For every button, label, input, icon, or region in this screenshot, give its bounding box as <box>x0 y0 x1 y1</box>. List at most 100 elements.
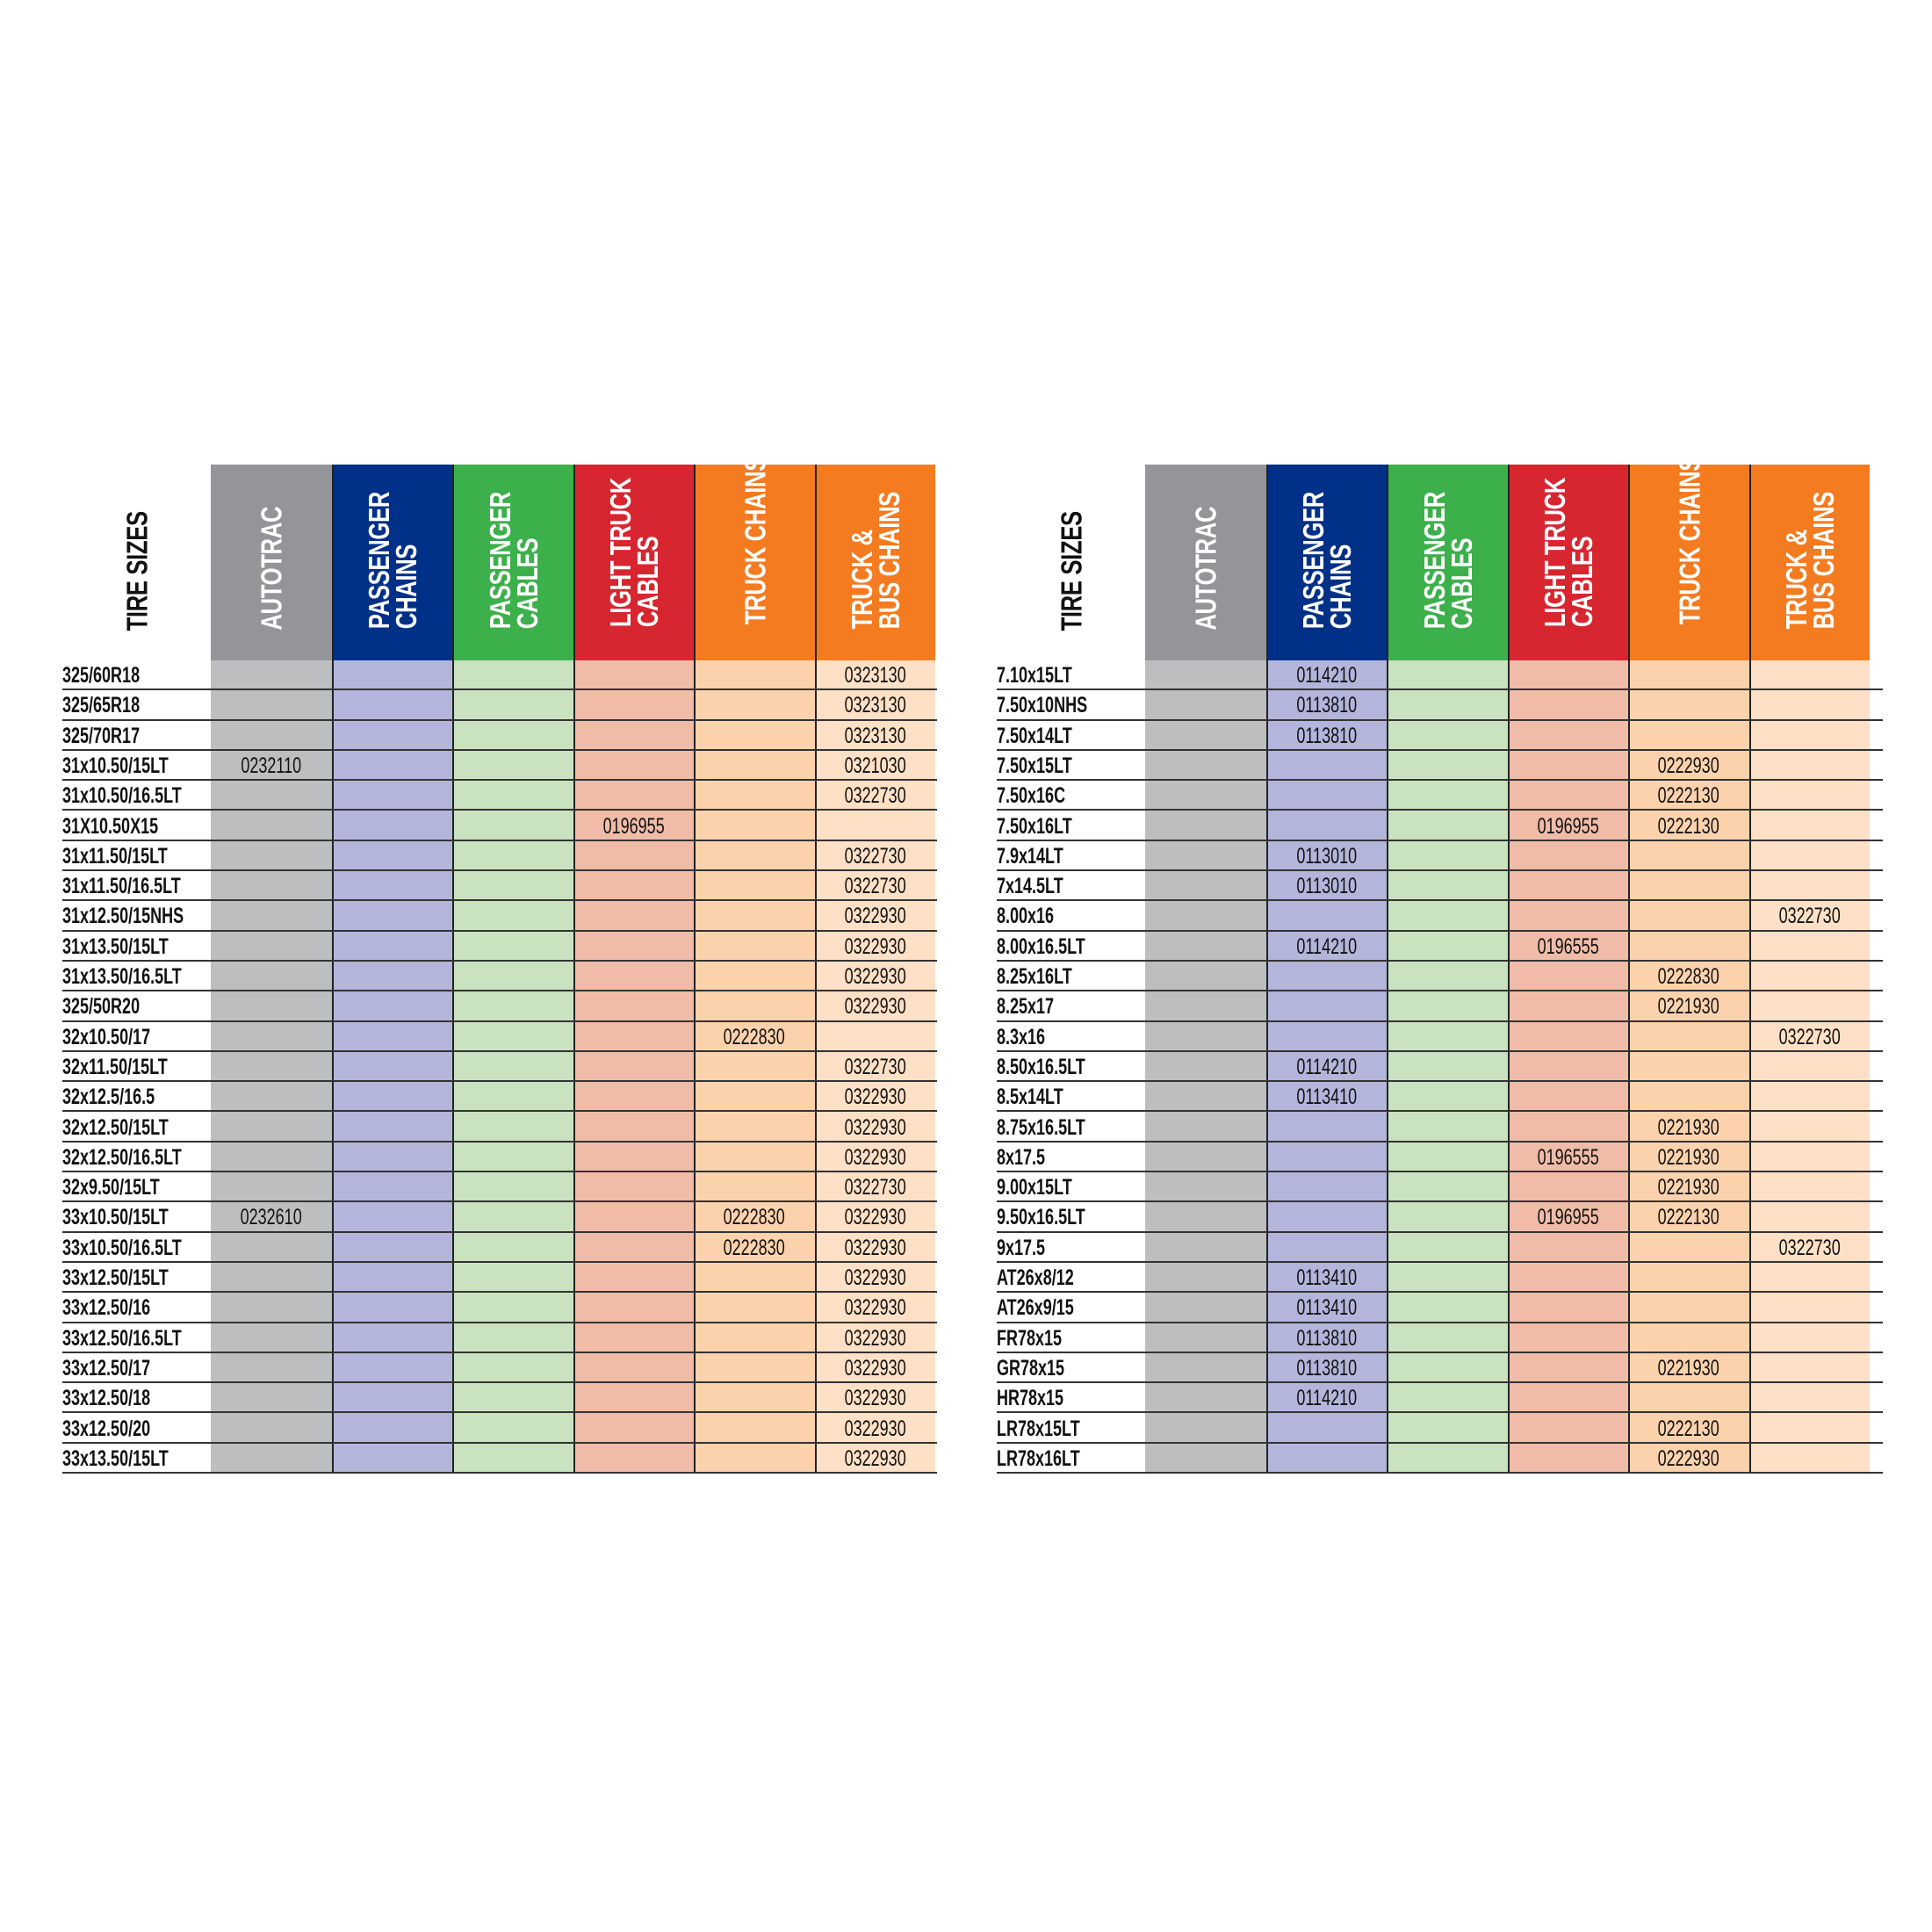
tire-size-cell: 8.5x14LT <box>997 1085 1063 1110</box>
tire-size-cell: 8.50x16.5LT <box>997 1054 1085 1079</box>
part-number: 0113810 <box>1295 723 1357 748</box>
part-number-cell: 0323130 <box>815 660 936 690</box>
part-number-cell: 0322930 <box>815 991 936 1021</box>
table-row <box>997 721 1883 751</box>
table-row <box>997 1293 1883 1323</box>
table-row <box>62 1143 937 1173</box>
part-number: 0323130 <box>844 723 906 748</box>
table-row <box>997 1143 1883 1173</box>
table-row <box>997 781 1883 811</box>
tire-size-cell: 33x10.50/16.5LT <box>62 1235 182 1260</box>
part-number: 0322730 <box>1778 1024 1841 1049</box>
part-number-cell: 0222130 <box>1628 1202 1749 1232</box>
column-header-text: PASSENGER CHAINS <box>1297 491 1358 629</box>
part-number-cell: 0322930 <box>815 1082 936 1112</box>
part-number: 0114210 <box>1295 1386 1357 1411</box>
part-number: 0196555 <box>1537 1144 1599 1170</box>
tire-size-cell: 31x13.50/15LT <box>62 934 169 959</box>
table-row <box>62 1233 937 1263</box>
table-row <box>997 1113 1883 1143</box>
part-number: 0322930 <box>844 1325 906 1351</box>
part-number-cell: 0321030 <box>815 751 936 781</box>
column-header-text: LIGHT TRUCK CABLES <box>604 477 665 628</box>
table-row <box>997 1233 1883 1263</box>
column-header-text: TRUCK CHAINS <box>1673 456 1706 625</box>
tire-size-cell: 33x12.50/16.5LT <box>62 1325 182 1351</box>
table-row <box>62 1293 937 1323</box>
tire-size-cell: AT26x8/12 <box>997 1265 1074 1290</box>
tire-size-cell: 33x12.50/17 <box>62 1355 151 1381</box>
column-truck-chains: TRUCK CHAINS <box>694 457 815 1473</box>
table-row <box>997 1052 1883 1083</box>
column-header: TRUCK CHAINS <box>696 457 815 660</box>
tire-size-cell: 31x12.50/15NHS <box>62 904 184 929</box>
part-number-cell: 0113410 <box>1266 1082 1388 1112</box>
table-row <box>62 901 937 932</box>
part-number-cell: 0222930 <box>1628 751 1749 781</box>
part-number-cell: 0322930 <box>815 1293 936 1323</box>
tire-size-cell: 31x11.50/16.5LT <box>62 874 181 899</box>
part-number-cell: 0221930 <box>1628 1113 1749 1143</box>
column-passenger-cables: PASSENGER CABLES <box>452 465 573 1473</box>
tire-sizes-header: TIRE SIZES <box>62 465 211 660</box>
part-number-cell: 0222130 <box>1628 781 1749 811</box>
part-number: 0322730 <box>1778 1235 1841 1260</box>
part-number-cell: 0196955 <box>1508 1202 1629 1232</box>
column-header: PASSENGER CABLES <box>454 465 573 660</box>
column-light-truck-cables: LIGHT TRUCK CABLES <box>1507 465 1628 1473</box>
part-number: 0221930 <box>1657 1355 1719 1381</box>
table-row <box>62 962 937 992</box>
tire-size-cell: 8.25x16LT <box>997 964 1072 989</box>
tire-size-cell: 31x10.50/16.5LT <box>62 783 182 809</box>
tire-size-cell: 9.00x15LT <box>997 1175 1072 1200</box>
part-number-cell: 0222830 <box>1628 962 1749 991</box>
table-row <box>62 932 937 962</box>
tire-size-cell: 325/65R18 <box>62 693 141 718</box>
tire-size-cell: 33x12.50/16 <box>62 1295 151 1321</box>
part-number: 0113810 <box>1295 693 1357 718</box>
part-number-cell: 0222830 <box>694 1233 815 1263</box>
table-row <box>62 1113 937 1143</box>
column-header: AUTOTRAC <box>1145 465 1266 660</box>
part-number-cell: 0323130 <box>815 721 936 751</box>
part-number-cell: 0322930 <box>815 1263 936 1293</box>
column-truck-bus-chains: TRUCK & BUS CHAINS <box>814 465 936 1473</box>
tire-sizes-header-text: TIRE SIZES <box>1055 511 1087 631</box>
part-number: 0221930 <box>1657 1175 1719 1200</box>
part-number-cell: 0113810 <box>1266 1353 1388 1383</box>
column-header-text: PASSENGER CABLES <box>1417 491 1478 629</box>
part-number: 0222830 <box>723 1024 785 1049</box>
table-row <box>997 1202 1883 1233</box>
tire-size-cell: 8.3x16 <box>997 1024 1046 1049</box>
part-number-cell: 0322730 <box>815 1172 936 1202</box>
column-header: TRUCK & BUS CHAINS <box>817 465 936 660</box>
tire-size-cell: 7.50x14LT <box>997 723 1072 748</box>
table-row <box>997 901 1883 932</box>
table-row <box>62 1323 937 1353</box>
column-header: PASSENGER CHAINS <box>334 465 453 660</box>
part-number-cell: 0322730 <box>1749 901 1871 931</box>
part-number: 0221930 <box>1657 994 1719 1020</box>
part-number: 0113410 <box>1295 1295 1357 1321</box>
part-number-cell: 0322730 <box>815 841 936 871</box>
table-row <box>62 751 937 782</box>
column-autotrac: AUTOTRAC <box>1145 465 1266 1473</box>
table-row <box>62 1383 937 1414</box>
tire-size-cell: 32x12.50/16.5LT <box>62 1144 182 1170</box>
part-number: 0222930 <box>1657 753 1719 778</box>
part-number: 0196955 <box>1537 813 1599 839</box>
tire-size-cell: 31x10.50/15LT <box>62 753 169 778</box>
part-number-cell: 0322730 <box>1749 1022 1871 1052</box>
part-number-cell: 0232610 <box>211 1202 332 1232</box>
part-number: 0322730 <box>844 783 906 809</box>
part-number-cell: 0222830 <box>694 1022 815 1052</box>
part-number-cell: 0221930 <box>1628 1353 1749 1383</box>
part-number-cell: 0322730 <box>815 1052 936 1082</box>
tire-size-cell: LR78x16LT <box>997 1445 1080 1471</box>
table-row <box>997 1082 1883 1113</box>
column-header: TRUCK & BUS CHAINS <box>1751 465 1871 660</box>
table-row <box>62 871 937 902</box>
tire-size-cell: 7.50x16LT <box>997 813 1072 839</box>
part-number: 0222830 <box>1657 964 1719 989</box>
table-row <box>62 1082 937 1113</box>
